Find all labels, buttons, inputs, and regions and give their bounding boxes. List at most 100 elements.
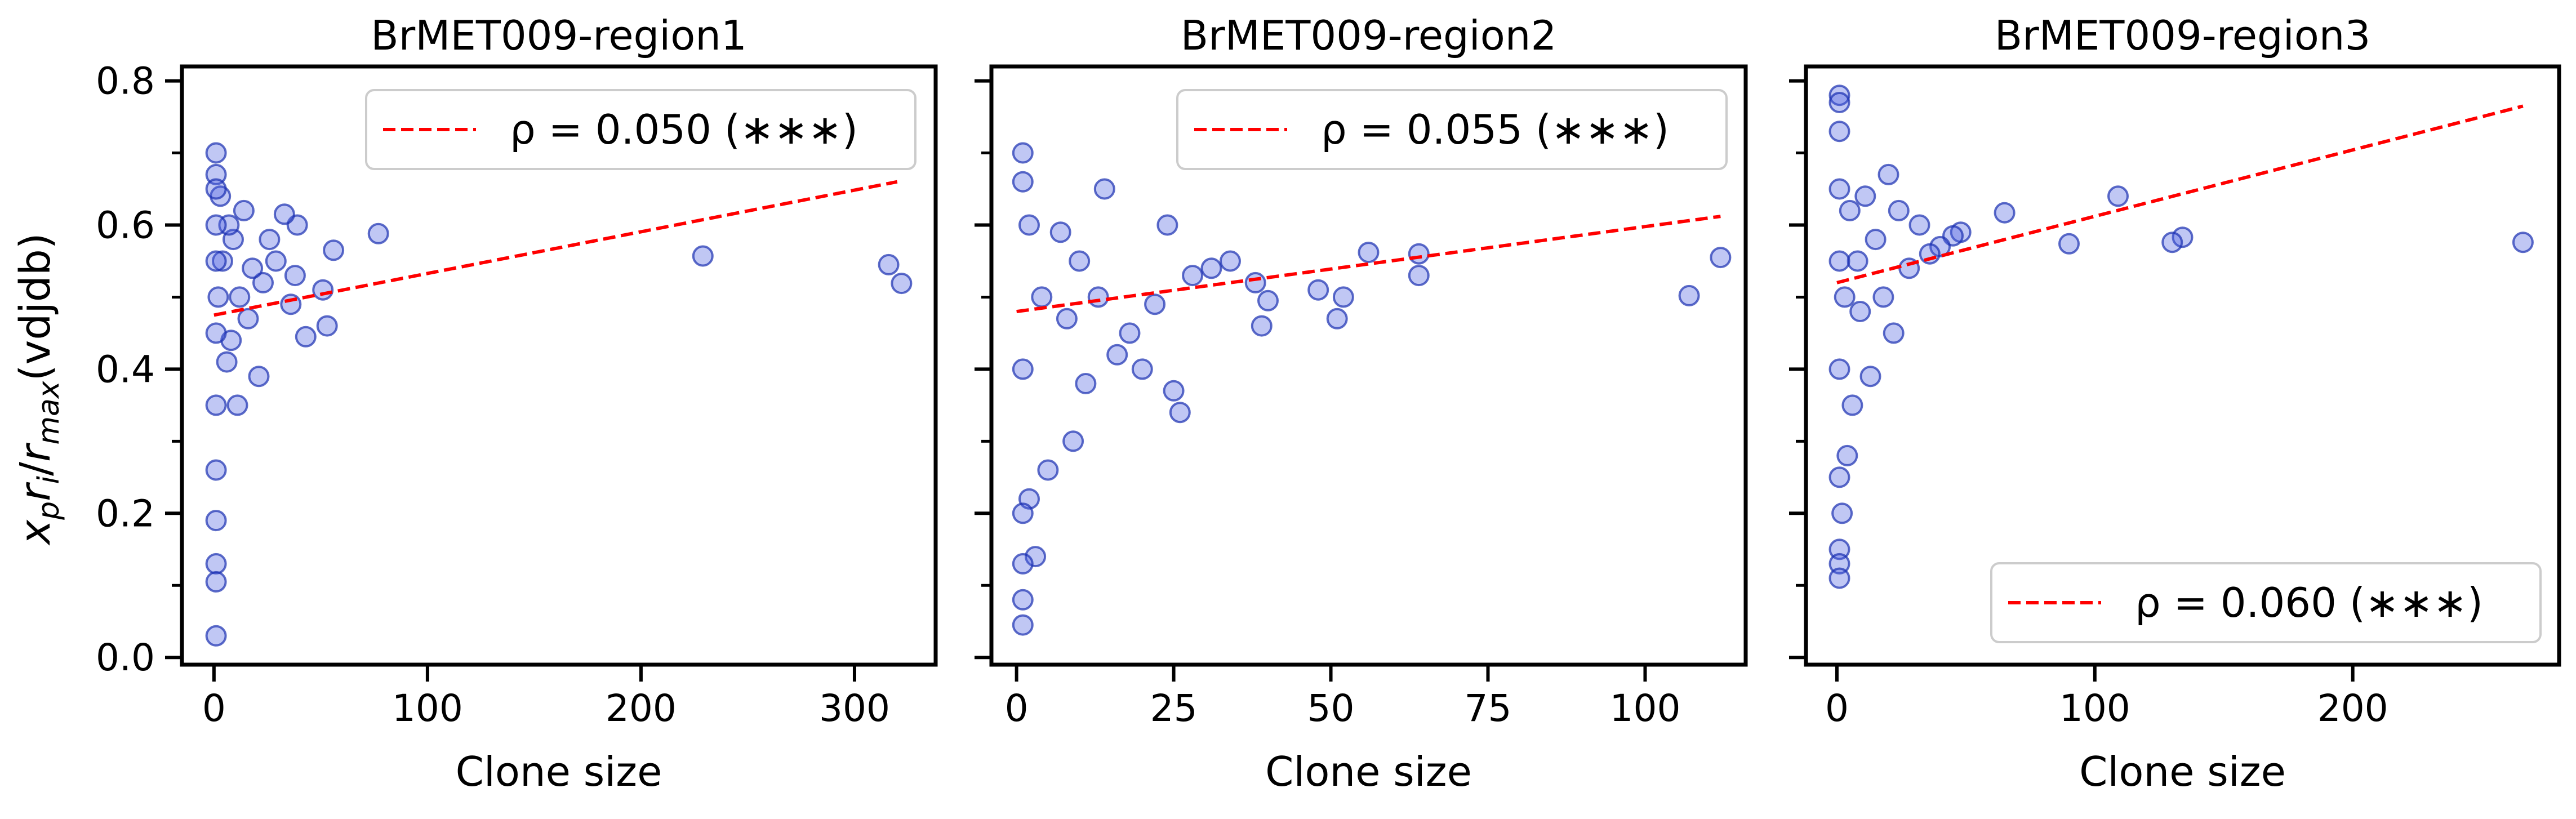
- panel2-legend-box: [1176, 89, 1728, 170]
- panel2-data-point: [1220, 250, 1241, 272]
- panel2-data-point: [1069, 250, 1091, 272]
- panel2-data-point: [1031, 286, 1053, 308]
- panel1-data-point: [242, 257, 264, 279]
- panel3-data-point: [1834, 286, 1856, 308]
- panel3-fit-line: [1836, 104, 2524, 284]
- panel1-data-point: [248, 366, 270, 388]
- panel2-data-point: [1012, 358, 1034, 380]
- panel2-data-point: [1358, 242, 1380, 264]
- panel2-data-point: [1307, 279, 1329, 301]
- panel3-x-axis-label: Clone size: [2079, 748, 2286, 795]
- panel2-data-point: [1200, 257, 1222, 279]
- panel3-data-point: [1849, 301, 1871, 322]
- panel1-data-point: [205, 625, 227, 647]
- panel3-data-point: [1994, 202, 2016, 224]
- panel1-x-tick-label: 200: [606, 687, 677, 730]
- panel1-data-point: [205, 553, 227, 575]
- panel3-data-point: [1828, 250, 1850, 272]
- panel3-data-point: [1828, 92, 1850, 113]
- panel2-data-point: [1012, 142, 1034, 164]
- panel1-data-point: [878, 253, 900, 275]
- panel2-data-point: [1678, 284, 1700, 306]
- panel3-data-point: [1828, 121, 1850, 143]
- panel1-data-point: [316, 315, 338, 337]
- panel2-data-point: [1244, 271, 1266, 293]
- panel3-data-point: [1872, 286, 1894, 308]
- panel1-data-point: [205, 250, 227, 272]
- panel2-x-axis-label: Clone size: [1265, 748, 1472, 795]
- panel2-fit-line: [1016, 215, 1721, 314]
- panel1-data-point: [205, 214, 227, 236]
- panel1-data-point: [216, 351, 238, 373]
- panel1-data-point: [259, 229, 281, 251]
- panel1-x-tick-label: 0: [202, 687, 226, 730]
- panel1-data-point: [265, 250, 287, 272]
- panel1-data-point: [367, 222, 389, 244]
- y-tick-label: 0.0: [96, 636, 155, 679]
- panel2-x-tick-label: 25: [1150, 687, 1198, 730]
- panel2-data-point: [1408, 265, 1430, 287]
- panel3-data-point: [1908, 214, 1930, 236]
- panel3-data-point: [1883, 322, 1905, 344]
- panel1-data-point: [312, 279, 334, 301]
- panel1-data-point: [280, 293, 302, 315]
- panel2-data-point: [1037, 459, 1059, 481]
- panel2-data-point: [1163, 380, 1185, 402]
- panel2-data-point: [1012, 502, 1034, 524]
- panel1-data-point: [205, 142, 227, 164]
- panel2-data-point: [1144, 293, 1166, 315]
- panel3-legend-box: [1990, 562, 2542, 643]
- panel2-frame: [989, 64, 1748, 667]
- panel2-data-point: [1075, 373, 1097, 394]
- panel3-data-point: [1841, 394, 1863, 416]
- panel1-data-point: [207, 286, 229, 308]
- panel2-data-point: [1257, 290, 1279, 311]
- panel1-data-point: [891, 273, 913, 295]
- panel1-legend-label: ρ = 0.050 (∗∗∗): [510, 106, 858, 153]
- panel1-data-point: [284, 265, 306, 287]
- panel3-data-point: [1865, 229, 1887, 251]
- panel1-data-point: [233, 199, 255, 221]
- panel3-x-tick-label: 200: [2317, 687, 2388, 730]
- panel2-data-point: [1025, 546, 1047, 568]
- y-tick-label: 0.8: [96, 60, 155, 103]
- panel1-data-point: [323, 239, 345, 261]
- panel3-frame: [1804, 64, 2561, 667]
- panel1-data-point: [205, 163, 227, 185]
- panel1-title: BrMET009-region1: [371, 12, 747, 59]
- panel2-data-point: [1251, 315, 1273, 337]
- panel1-data-point: [252, 271, 274, 293]
- panel2-x-tick-label: 100: [1609, 687, 1680, 730]
- panel1-data-point: [226, 394, 248, 416]
- panel3-data-point: [1828, 178, 1850, 200]
- panel1-legend-box: [365, 89, 916, 170]
- panel2-data-point: [1119, 322, 1141, 344]
- panel2-data-point: [1710, 247, 1732, 269]
- panel1-fit-line: [213, 180, 898, 317]
- panel2-data-point: [1012, 589, 1034, 611]
- panel2-data-point: [1332, 286, 1354, 308]
- panel2-legend-label: ρ = 0.055 (∗∗∗): [1321, 106, 1669, 153]
- panel2-title: BrMET009-region2: [1181, 12, 1557, 59]
- panel3-data-point: [2172, 226, 2194, 248]
- panel3-data-point: [1847, 250, 1868, 272]
- panel3-data-point: [1828, 538, 1850, 560]
- panel1-data-point: [692, 245, 714, 267]
- panel1-frame: [180, 64, 938, 667]
- panel3-data-point: [1828, 84, 1850, 106]
- panel3-data-point: [2107, 185, 2129, 207]
- panel1-x-tick-label: 100: [392, 687, 463, 730]
- panel3-data-point: [1859, 366, 1881, 388]
- panel1-data-point: [229, 286, 251, 308]
- panel2-x-tick-label: 75: [1465, 687, 1512, 730]
- panel1-data-point: [237, 308, 259, 330]
- panel2-data-point: [1408, 243, 1430, 265]
- panel1-data-point: [205, 510, 227, 532]
- panel3-data-point: [1831, 502, 1853, 524]
- panel2-data-point: [1093, 178, 1115, 200]
- panel2-data-point: [1012, 614, 1034, 636]
- panel2-data-point: [1182, 265, 1204, 287]
- panel2-data-point: [1012, 171, 1034, 193]
